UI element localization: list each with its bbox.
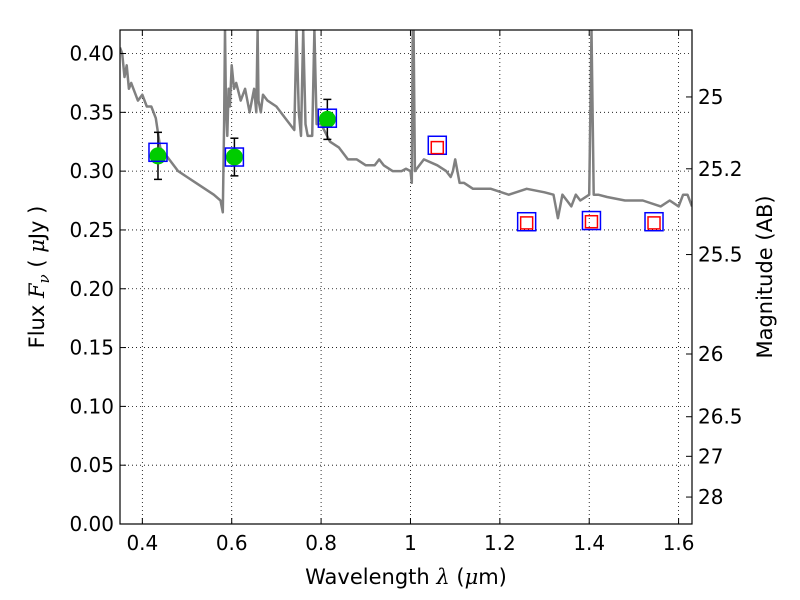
x-tick-label: 1.6 [663, 531, 695, 555]
y2-tick-label: 25 [698, 85, 723, 109]
y2-tick-label: 26 [698, 342, 723, 366]
x-tick-label: 1.2 [484, 531, 516, 555]
y-tick-label: 0.40 [69, 42, 114, 66]
y2-tick-label: 26.5 [698, 405, 743, 429]
y-tick-label: 0.35 [69, 100, 114, 124]
y-tick-label: 0.15 [69, 336, 114, 360]
x-tick-label: 1 [404, 531, 417, 555]
y-tick-label: 0.30 [69, 159, 114, 183]
y2-tick-label: 25.5 [698, 243, 743, 267]
observed-data-point [149, 147, 167, 165]
y-tick-label: 0.10 [69, 394, 114, 418]
x-axis-label: Wavelength λ (μm) [305, 565, 507, 589]
model-photometry-square [148, 142, 168, 163]
upper-limit-square [647, 216, 661, 230]
x-tick-label: 0.4 [126, 531, 158, 555]
observed-data-point [225, 148, 243, 166]
sed-model-line [120, 30, 692, 220]
series-layer [120, 30, 692, 232]
x-tick-label: 0.8 [305, 531, 337, 555]
x-tick-label: 1.4 [573, 531, 605, 555]
ticks-layer: 0.4 0.6 0.8 1 1.2 1.4 1.6 0.00 0.05 0.10 0.15 0.20 0… [69, 30, 743, 555]
model-photometry-square [317, 108, 338, 128]
observed-data-point [318, 110, 336, 128]
y-tick-label: 0.20 [69, 277, 114, 301]
model-photometry-square [224, 147, 245, 167]
y2-tick-label: 27 [698, 444, 723, 468]
y-axis-label: Flux Fν ( μJy ) [25, 206, 53, 349]
y-tick-label: 0.25 [69, 218, 114, 242]
upper-limit-square [430, 140, 445, 155]
y-tick-label: 0.05 [69, 453, 114, 477]
plot-frame [119, 29, 693, 525]
y2-tick-label: 25.2 [698, 157, 743, 181]
y2-axis-label: Magnitude (AB) [753, 195, 777, 358]
x-tick-label: 0.6 [216, 531, 248, 555]
model-photometry-square [516, 211, 537, 232]
upper-limit-square [584, 214, 599, 229]
y-tick-label: 0.00 [69, 512, 114, 536]
y2-tick-label: 28 [698, 485, 723, 509]
grid-lines [120, 30, 692, 524]
upper-limit-square [519, 216, 534, 230]
model-photometry-square [644, 211, 664, 232]
model-photometry-square [581, 210, 602, 231]
